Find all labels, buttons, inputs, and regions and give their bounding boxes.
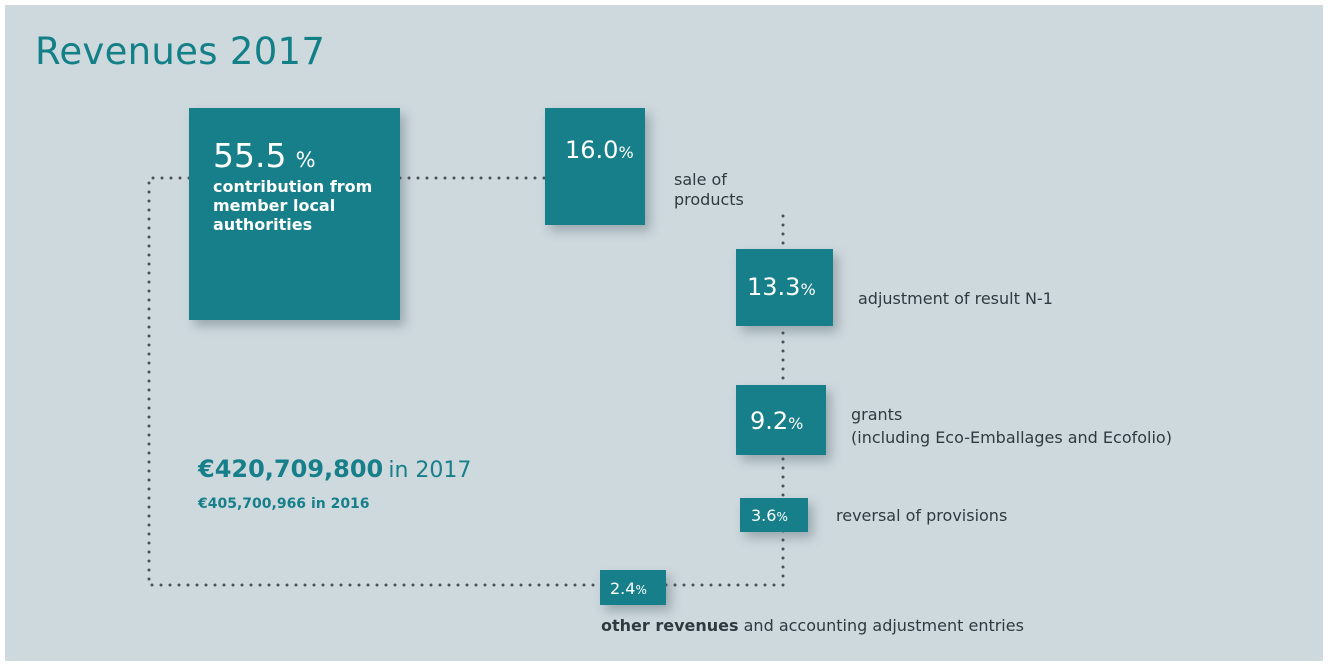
segment-label-reversal: reversal of provisions <box>836 506 1008 525</box>
segment-unit-adjustment: % <box>800 280 816 299</box>
segment-unit-grants: % <box>788 414 804 433</box>
total-2016: €405,700,966 in 2016 <box>198 496 370 512</box>
segment-unit-other: % <box>635 583 647 597</box>
segment-label-other-rest: and accounting adjustment entries <box>743 616 1024 635</box>
segment-value-grants: 9.2 <box>750 407 789 435</box>
segment-label-other-bold: other revenues <box>601 616 739 635</box>
segment-value-sale: 16.0 <box>565 136 619 164</box>
segment-unit-reversal: % <box>776 510 788 524</box>
connector-left-loop <box>147 176 602 587</box>
total-2016-year: in 2016 <box>310 496 370 512</box>
segment-box-grants: 9.2% <box>736 385 826 455</box>
segment-box-contribution: 55.5 % contribution from member local au… <box>189 108 400 320</box>
segment-value-adjustment: 13.3 <box>747 273 801 301</box>
total-2017-amount: €420,709,800 <box>198 455 384 483</box>
segment-sublabel-grants: (including Eco-Emballages and Ecofolio) <box>851 428 1172 447</box>
segment-label-other: other revenues and accounting adjustment… <box>601 616 1024 636</box>
segment-label-contribution: contribution from member local authoriti… <box>213 177 373 234</box>
segment-label-sale: sale of products <box>674 170 744 209</box>
total-2017-year: in 2017 <box>388 458 472 483</box>
segment-value-other: 2.4 <box>610 579 636 598</box>
connector-right <box>664 213 785 587</box>
total-2016-amount: €405,700,966 <box>198 496 307 512</box>
segment-box-reversal: 3.6% <box>740 498 808 532</box>
segment-unit-contribution: % <box>295 148 316 172</box>
segment-unit-sale: % <box>618 143 634 162</box>
segment-label-grants: grants <box>851 405 903 424</box>
segment-label-adjustment: adjustment of result N-1 <box>858 289 1053 308</box>
segment-box-other: 2.4% <box>600 570 666 605</box>
segment-value-reversal: 3.6 <box>751 506 777 525</box>
segment-box-adjustment: 13.3% <box>736 249 833 326</box>
segment-value-contribution: 55.5 <box>213 136 287 175</box>
chart-title: Revenues 2017 <box>35 30 326 73</box>
segment-box-sale: 16.0% <box>545 108 645 225</box>
total-2017: €420,709,800 in 2017 <box>198 455 471 483</box>
